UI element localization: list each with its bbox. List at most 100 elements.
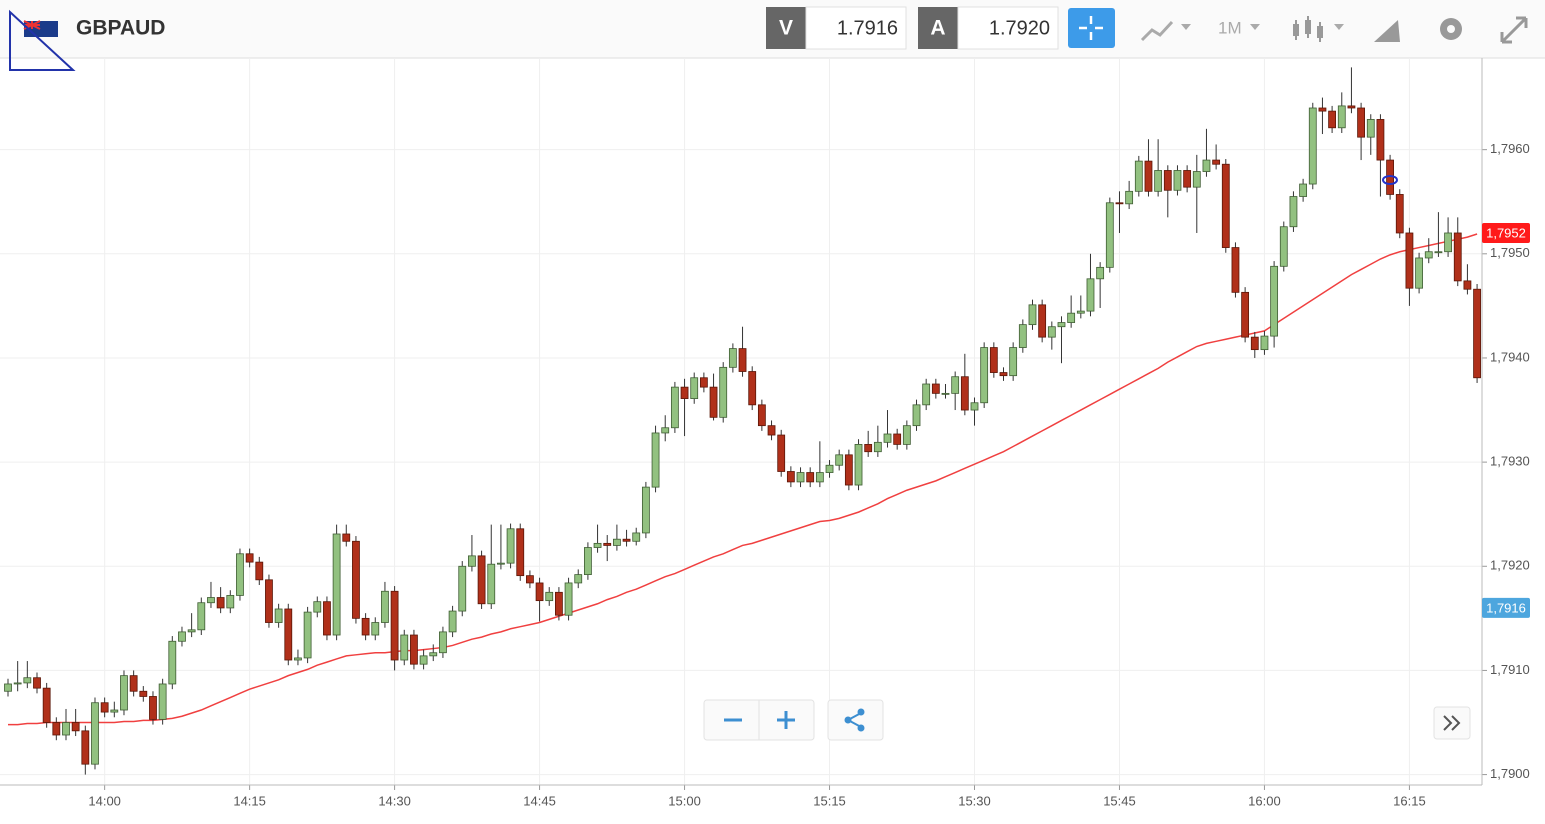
candle-body xyxy=(255,561,264,581)
candle-body xyxy=(1115,202,1124,205)
candle-body xyxy=(1337,105,1346,129)
candle-body xyxy=(680,386,689,399)
candle-body xyxy=(352,540,360,619)
candle-body xyxy=(1038,304,1047,338)
candle-body xyxy=(1028,304,1037,326)
candle-icon-body xyxy=(1305,20,1311,34)
symbol: GBPAUD xyxy=(76,17,165,40)
candle-body xyxy=(1192,171,1201,188)
candle-body xyxy=(564,582,573,616)
candle-body xyxy=(1434,251,1443,254)
candle-body xyxy=(1163,170,1172,191)
x-tick-label: 16:15 xyxy=(1393,793,1426,808)
candle-body xyxy=(526,575,534,584)
candle-body xyxy=(33,677,41,689)
candle-body xyxy=(612,538,621,546)
candle-body xyxy=(670,386,679,429)
bid-button[interactable] xyxy=(766,7,806,49)
y-tick-label: 1,7960 xyxy=(1490,141,1530,156)
candle-body xyxy=(651,432,660,488)
price-tag xyxy=(1482,222,1530,243)
candle-body xyxy=(902,425,911,445)
dropdown-arrow xyxy=(1250,24,1260,30)
candle-body xyxy=(1173,170,1182,191)
x-tick-label: 15:00 xyxy=(668,793,701,808)
candle-body xyxy=(719,366,728,418)
candle-body xyxy=(91,702,99,765)
share-button[interactable] xyxy=(827,699,884,741)
candle-body xyxy=(419,655,428,665)
candle-body xyxy=(1047,326,1056,338)
bid-box xyxy=(805,6,907,50)
candle-body xyxy=(854,444,863,486)
price-tag-label: 1,7952 xyxy=(1486,225,1526,240)
candle-body xyxy=(1241,291,1250,338)
candle-body xyxy=(1299,183,1308,197)
candle-body xyxy=(1250,336,1259,351)
candle-body xyxy=(506,528,515,564)
candle-body xyxy=(1415,257,1423,289)
scroll-end-icon xyxy=(1443,715,1461,731)
candle-body xyxy=(1308,107,1317,185)
candle-body xyxy=(313,601,322,613)
candle-body xyxy=(52,722,61,736)
zoom-in[interactable] xyxy=(777,711,795,729)
candle-body xyxy=(844,454,853,486)
candle-icon-body xyxy=(1293,24,1299,36)
candle-body xyxy=(1067,312,1076,323)
candle-body xyxy=(728,348,737,368)
candle-body xyxy=(873,441,882,453)
share-dot xyxy=(844,716,852,724)
candle-body xyxy=(1183,170,1192,188)
candle-body xyxy=(274,608,283,623)
candle-body xyxy=(1086,278,1095,312)
candle-body xyxy=(265,579,273,623)
candle-body xyxy=(120,675,128,711)
draw-icon[interactable] xyxy=(1374,20,1400,42)
candle-body xyxy=(13,682,22,685)
candle-body xyxy=(226,595,235,609)
candle-body xyxy=(922,383,931,406)
chart-type-icon[interactable] xyxy=(1140,20,1174,42)
candle-body xyxy=(574,574,583,584)
candle-body xyxy=(168,640,177,685)
candle-body xyxy=(1105,202,1114,268)
ask-button[interactable] xyxy=(918,7,958,49)
candle-body xyxy=(129,675,138,692)
candle-body xyxy=(497,562,505,565)
candle-body xyxy=(1144,160,1153,192)
y-tick-label: 1,7910 xyxy=(1490,662,1530,677)
share-dot xyxy=(857,724,865,732)
candle-body xyxy=(941,392,950,395)
flag-cross xyxy=(23,20,41,30)
candle-body xyxy=(825,464,834,473)
candle-body xyxy=(236,553,244,596)
y-tick-label: 1,7940 xyxy=(1490,349,1530,364)
candle-body xyxy=(1231,247,1240,293)
fullscreen-icon[interactable] xyxy=(1500,16,1528,44)
candle-body xyxy=(158,683,167,720)
candle-body xyxy=(748,371,757,406)
candle-body xyxy=(1376,119,1385,161)
ask-label: A xyxy=(930,17,945,40)
candle-body xyxy=(1270,265,1279,337)
candle-body xyxy=(661,427,670,434)
candle-body xyxy=(361,617,370,636)
candle-body xyxy=(1405,232,1414,289)
candle-body xyxy=(371,622,380,636)
candle-body xyxy=(883,433,892,443)
candle-body xyxy=(245,553,254,563)
x-tick-label: 14:30 xyxy=(378,793,411,808)
crosshair-button[interactable] xyxy=(1068,8,1115,48)
candle-body xyxy=(42,687,51,723)
candle-body xyxy=(1318,107,1327,112)
candle-body xyxy=(207,597,215,604)
timeframe[interactable]: 1M xyxy=(1218,18,1242,37)
candle-body xyxy=(1366,119,1375,138)
x-tick-label: 15:30 xyxy=(958,793,991,808)
candle-body xyxy=(332,533,341,636)
candle-body xyxy=(516,528,525,577)
candle-body xyxy=(23,677,32,684)
